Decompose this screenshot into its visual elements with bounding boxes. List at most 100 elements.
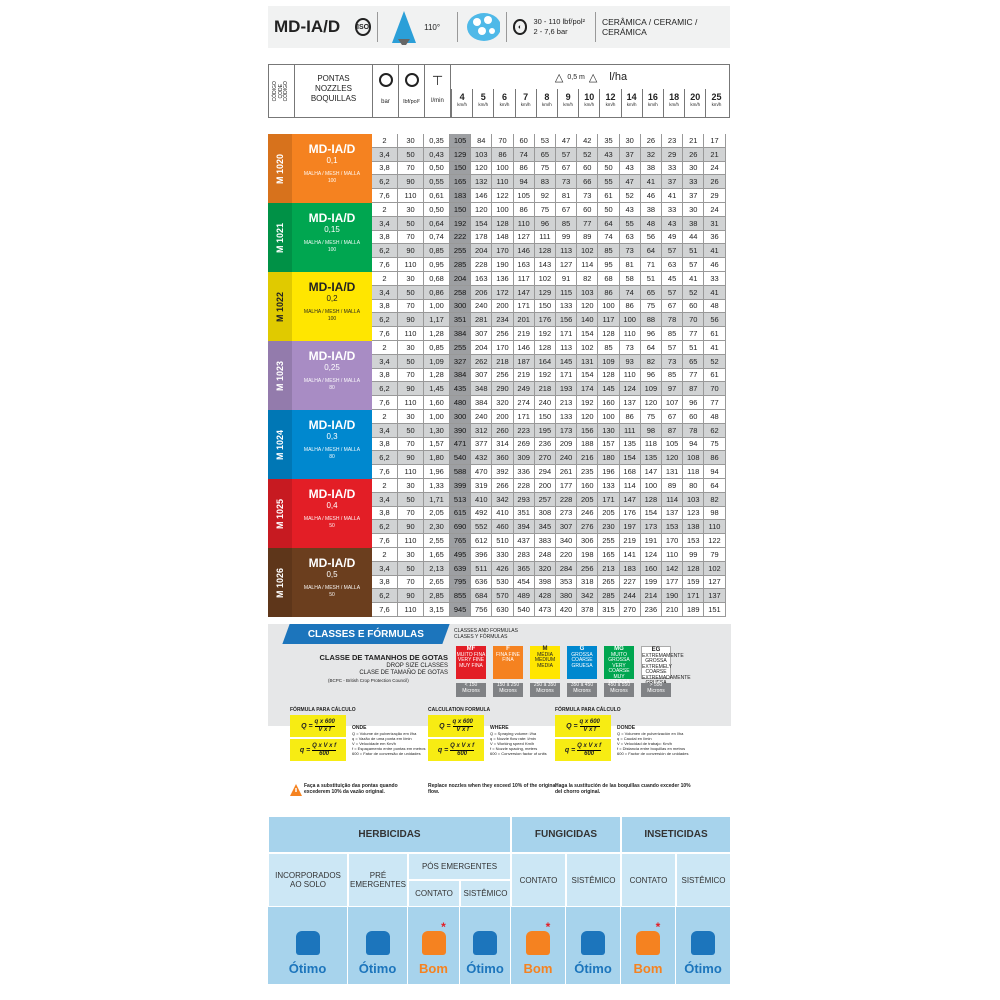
table-cell: 690	[450, 520, 472, 535]
table-cell: 65	[683, 354, 705, 369]
formula-where: WHERE	[490, 725, 509, 731]
speed-value: 6	[501, 92, 507, 102]
drop-title: CLASSE DE TAMANHOS DE GOTAS	[319, 653, 448, 662]
table-cell: 37	[662, 175, 684, 190]
table-cell: 2	[372, 548, 398, 562]
formula-legend-line: Q = Spraying volume: l/ha	[490, 731, 537, 737]
table-cell: 3,4	[372, 216, 398, 231]
rating-label: Ótimo	[684, 961, 722, 976]
table-cell: 24	[704, 161, 726, 176]
table-cell: 6,2	[372, 520, 398, 535]
speed-value: 25	[711, 92, 722, 102]
table-cell: 257	[534, 492, 556, 507]
table-cell: 235	[577, 465, 599, 479]
table-cell: 489	[513, 589, 535, 604]
table-cell: 37	[683, 189, 705, 203]
table-cell: 84	[471, 134, 493, 148]
asterisk-icon: *	[441, 920, 446, 934]
table-cell: 2,85	[424, 589, 450, 604]
table-cell: 3,4	[372, 354, 398, 369]
table-cell: 154	[577, 368, 599, 383]
table-cell: 73	[556, 175, 578, 190]
nozzle-size: 0,4	[326, 501, 338, 510]
table-cell: 114	[577, 258, 599, 272]
ok-hand-icon	[421, 931, 446, 955]
table-cell: 300	[450, 410, 472, 424]
table-cell: 97	[662, 382, 684, 397]
table-cell: 2	[372, 479, 398, 493]
table-cell: 2,65	[424, 575, 450, 590]
table-cell: 30	[398, 341, 424, 355]
table-cell: 77	[683, 327, 705, 341]
table-cell: 2,13	[424, 561, 450, 576]
table-cell: 0,64	[424, 216, 450, 231]
nozzle-group-m-1026: M 1026 MD-IA/D 0,5 MALHA / MESH / MALLA 50	[268, 548, 372, 617]
table-cell: 377	[471, 437, 493, 452]
table-cell: 57	[556, 147, 578, 162]
drop-class-mf: MF MUITO FINA VERY FINE MUY FINA	[456, 646, 486, 679]
table-cell: 71	[640, 258, 662, 272]
table-cell: 172	[492, 285, 514, 300]
asterisk-icon: *	[545, 920, 551, 934]
table-cell: 56	[704, 313, 726, 328]
table-cell: 160	[640, 561, 662, 576]
table-cell: 60	[577, 203, 599, 217]
table-cell: 0,35	[424, 134, 450, 148]
table-cell: 100	[640, 479, 662, 493]
table-cell: 190	[492, 258, 514, 272]
table-cell: 454	[513, 575, 535, 590]
table-cell: 87	[683, 382, 705, 397]
table-cell: 17	[704, 134, 726, 148]
table-cell: 1,30	[424, 423, 450, 438]
table-cell: 85	[662, 327, 684, 341]
table-cell: 171	[513, 410, 535, 424]
table-cell: 154	[471, 216, 493, 231]
table-cell: 38	[640, 203, 662, 217]
table-cell: 70	[398, 368, 424, 383]
table-cell: 336	[513, 465, 535, 479]
table-cell: 94	[704, 465, 726, 479]
table-cell: 110	[398, 534, 424, 548]
rating-cell: Ótimo	[676, 907, 731, 984]
table-cell: 52	[704, 354, 726, 369]
table-cell: 107	[662, 396, 684, 410]
table-cell: 392	[492, 465, 514, 479]
speed-unit: km/h	[542, 101, 552, 107]
table-cell: 43	[619, 161, 641, 176]
table-cell: 94	[513, 175, 535, 190]
speed-col-4: 4 km/h	[451, 89, 472, 117]
table-cell: 122	[492, 189, 514, 203]
table-cell: 307	[471, 327, 493, 341]
drop-class-desc: FINA FINE FINA	[496, 651, 520, 664]
table-cell: 30	[398, 479, 424, 493]
table-cell: 120	[640, 396, 662, 410]
table-cell: 171	[683, 589, 705, 604]
table-cell: 105	[662, 437, 684, 452]
speed-unit: km/h	[584, 101, 595, 107]
table-cell: 2	[372, 272, 398, 286]
table-cell: 60	[577, 161, 599, 176]
table-cell: 57	[662, 341, 684, 355]
thumbs-up-icon	[365, 931, 390, 955]
table-cell: 100	[598, 410, 620, 424]
table-cell: 294	[534, 465, 556, 479]
table-cell: 154	[577, 327, 599, 341]
table-cell: 266	[492, 479, 514, 493]
table-cell: 146	[471, 189, 493, 203]
drop-class-micron: 250 a 350 Microns	[530, 682, 560, 697]
formula-where: DONDE	[617, 725, 636, 731]
table-cell: 318	[577, 575, 599, 590]
nozzle-left-icon: △	[554, 71, 564, 84]
table-cell: 131	[662, 465, 684, 479]
table-cell: 170	[492, 341, 514, 355]
table-cell: 86	[704, 451, 726, 466]
table-cell: 1,28	[424, 327, 450, 341]
table-cell: 113	[556, 341, 578, 355]
nozzle-code: M 1026	[275, 567, 285, 598]
classes-subtitle-en: CLASSES AND FORMULAS	[454, 628, 518, 634]
table-cell: 3,8	[372, 299, 398, 314]
table-cell: 109	[598, 354, 620, 369]
table-cell: 30	[398, 272, 424, 286]
table-cell: 80	[683, 479, 705, 493]
table-cell: 102	[577, 341, 599, 355]
